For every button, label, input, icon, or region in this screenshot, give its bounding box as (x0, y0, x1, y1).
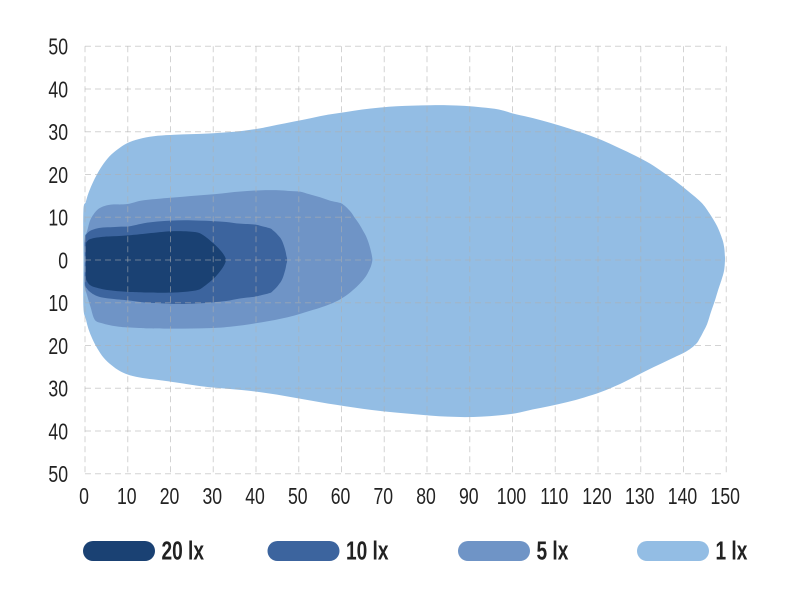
svg-text:40: 40 (48, 420, 68, 445)
svg-text:50: 50 (48, 36, 68, 61)
svg-text:150: 150 (711, 485, 740, 510)
svg-text:50: 50 (288, 485, 308, 510)
svg-text:50: 50 (48, 463, 68, 488)
svg-text:60: 60 (331, 485, 351, 510)
svg-text:20: 20 (48, 164, 68, 189)
svg-text:120: 120 (582, 485, 611, 510)
svg-text:130: 130 (625, 485, 654, 510)
svg-text:10: 10 (117, 485, 137, 510)
svg-text:0: 0 (79, 485, 89, 510)
svg-text:80: 80 (416, 485, 436, 510)
svg-text:20 lx: 20 lx (162, 537, 205, 565)
svg-text:20: 20 (160, 485, 180, 510)
svg-text:10 lx: 10 lx (346, 537, 389, 565)
svg-text:40: 40 (245, 485, 265, 510)
svg-text:70: 70 (373, 485, 393, 510)
svg-text:30: 30 (48, 378, 68, 403)
svg-text:20: 20 (48, 335, 68, 360)
svg-text:30: 30 (202, 485, 222, 510)
svg-text:10: 10 (48, 292, 68, 317)
svg-text:5 lx: 5 lx (537, 537, 569, 565)
svg-text:10: 10 (48, 207, 68, 232)
svg-text:100: 100 (497, 485, 526, 510)
svg-text:0: 0 (58, 249, 68, 274)
svg-text:1 lx: 1 lx (716, 537, 748, 565)
svg-text:40: 40 (48, 78, 68, 103)
svg-text:30: 30 (48, 121, 68, 146)
svg-text:90: 90 (459, 485, 479, 510)
svg-text:110: 110 (540, 485, 568, 510)
svg-text:140: 140 (668, 485, 697, 510)
